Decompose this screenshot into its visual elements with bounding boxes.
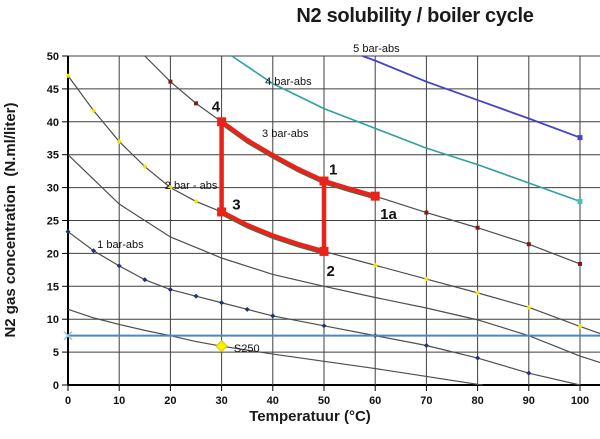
y-tick-label-30: 30 bbox=[47, 183, 59, 195]
marker-2-bar-100 bbox=[577, 323, 583, 329]
cycle-seg-2-3 bbox=[218, 208, 327, 255]
label-2-bar: 2 bar - abs bbox=[165, 180, 218, 192]
marker-2-bar-25 bbox=[193, 198, 199, 204]
marker-1-bar-15 bbox=[142, 277, 148, 283]
x-tick-label-30: 30 bbox=[215, 395, 227, 407]
y-tick-label-35: 35 bbox=[47, 150, 59, 162]
label-point-4: 4 bbox=[212, 98, 221, 115]
x-tick-label-100: 100 bbox=[571, 395, 589, 407]
curve-4-bar bbox=[231, 55, 581, 203]
marker-1-bar-10 bbox=[116, 263, 122, 269]
x-tick-label-40: 40 bbox=[267, 395, 279, 407]
label-1-bar: 1 bar-abs bbox=[97, 239, 144, 251]
curve-1p5-bar bbox=[67, 154, 600, 364]
marker-2-bar-90 bbox=[526, 304, 532, 310]
marker-2-bar-20 bbox=[167, 185, 173, 191]
label-4-bar: 4 bar-abs bbox=[265, 76, 312, 88]
curve-half-bar bbox=[67, 308, 483, 386]
x-axis-title: Temperatuur (°C) bbox=[249, 408, 371, 425]
marker-1-bar-35 bbox=[244, 306, 250, 312]
marker-1-bar-0 bbox=[65, 229, 71, 235]
marker-3-bar-70 bbox=[424, 210, 429, 215]
marker-1-bar-40 bbox=[270, 313, 276, 319]
marker-2-bar-80 bbox=[475, 290, 481, 296]
curve-3-bar bbox=[144, 55, 581, 265]
label-point-1a: 1a bbox=[380, 206, 397, 223]
label-point-3: 3 bbox=[232, 196, 240, 213]
marker-2-bar-15 bbox=[142, 164, 148, 170]
label-5-bar: 5 bar-abs bbox=[353, 43, 400, 55]
cycle-vertex-p4 bbox=[217, 117, 227, 127]
curve-2-bar bbox=[67, 75, 600, 335]
y-tick-label-15: 15 bbox=[47, 281, 59, 293]
marker-3-bar-20 bbox=[168, 79, 173, 84]
label-point-1: 1 bbox=[329, 161, 337, 178]
cycle-seg-4-1a bbox=[218, 118, 378, 199]
label-s250: S250 bbox=[234, 343, 260, 355]
y-tick-label-25: 25 bbox=[47, 216, 59, 228]
x-tick-label-20: 20 bbox=[164, 395, 176, 407]
marker-1-bar-20 bbox=[167, 287, 173, 293]
marker-2-bar-60 bbox=[372, 262, 378, 268]
marker-1-bar-5 bbox=[91, 248, 97, 254]
y-tick-label-5: 5 bbox=[53, 347, 59, 359]
cycle-vertex-p3 bbox=[217, 207, 227, 217]
y-tick-label-40: 40 bbox=[47, 117, 59, 129]
x-tick-label-0: 0 bbox=[65, 395, 71, 407]
reference-line-x-icon bbox=[63, 331, 73, 341]
marker-3-bar-80 bbox=[475, 225, 480, 230]
x-tick-label-90: 90 bbox=[523, 395, 535, 407]
marker-2-bar-70 bbox=[423, 276, 429, 282]
cycle-vertex-p2 bbox=[319, 246, 329, 256]
y-tick-label-0: 0 bbox=[53, 380, 59, 392]
y-tick-label-45: 45 bbox=[47, 84, 59, 96]
x-tick-label-60: 60 bbox=[369, 395, 381, 407]
y-tick-label-10: 10 bbox=[47, 314, 59, 326]
cycle-shadow-seg-2-3 bbox=[221, 213, 325, 255]
marker-5-bar-100 bbox=[577, 135, 583, 141]
cycle-vertex-p1a bbox=[370, 191, 380, 201]
y-tick-label-20: 20 bbox=[47, 248, 59, 260]
marker-3-bar-100 bbox=[578, 261, 582, 266]
x-tick-label-10: 10 bbox=[113, 395, 125, 407]
marker-1-bar-70 bbox=[423, 343, 429, 349]
point-S250 bbox=[215, 339, 228, 353]
marker-1-bar-50 bbox=[321, 323, 327, 329]
marker-3-bar-90 bbox=[526, 242, 531, 247]
marker-2-bar-10 bbox=[116, 139, 122, 145]
marker-2-bar-0 bbox=[65, 73, 71, 79]
marker-2-bar-5 bbox=[91, 108, 97, 114]
x-tick-label-80: 80 bbox=[471, 395, 483, 407]
cycle-vertex-p1 bbox=[319, 176, 329, 186]
marker-1-bar-25 bbox=[193, 293, 199, 299]
marker-4-bar-100 bbox=[577, 198, 583, 204]
x-tick-label-50: 50 bbox=[318, 395, 330, 407]
x-tick-label-70: 70 bbox=[420, 395, 432, 407]
chart-title: N2 solubility / boiler cycle bbox=[296, 5, 534, 27]
curve-5-bar bbox=[362, 55, 581, 139]
label-3-bar: 3 bar-abs bbox=[262, 128, 309, 140]
marker-1-bar-30 bbox=[219, 300, 225, 306]
y-tick-label-50: 50 bbox=[47, 51, 59, 63]
label-point-2: 2 bbox=[326, 263, 334, 280]
marker-1-bar-90 bbox=[526, 370, 532, 376]
marker-3-bar-25 bbox=[194, 101, 198, 106]
marker-1-bar-80 bbox=[475, 355, 481, 361]
